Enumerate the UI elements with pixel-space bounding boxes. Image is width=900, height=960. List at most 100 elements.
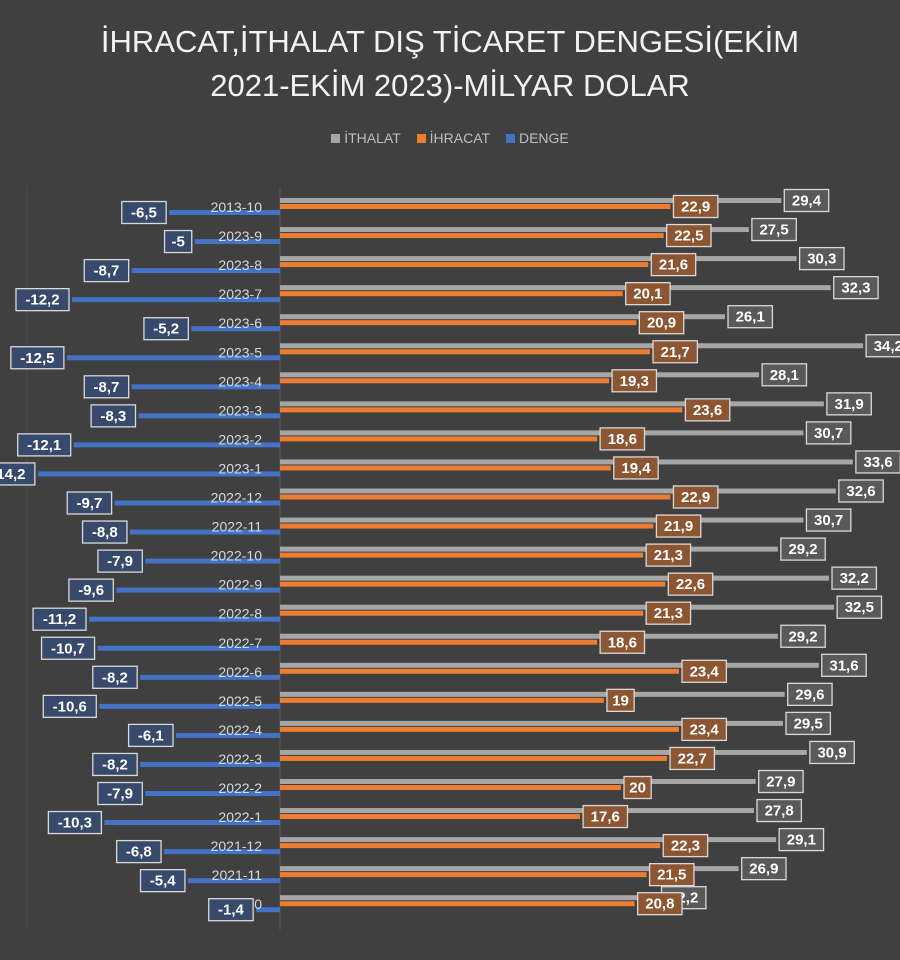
data-label-denge: -5: [163, 229, 193, 254]
bar-denge: [104, 820, 280, 826]
bar-ihracat: [280, 697, 604, 703]
data-label-ithalat: 28,1: [761, 363, 808, 387]
svg-text:21,3: 21,3: [654, 605, 683, 622]
data-label-ihracat: 22,3: [662, 833, 709, 858]
category-label: 2022-7: [218, 635, 262, 651]
svg-text:26,1: 26,1: [736, 309, 765, 326]
category-label: 2023-3: [218, 402, 262, 418]
data-label-denge: -8,7: [83, 258, 130, 283]
svg-text:22,9: 22,9: [681, 489, 710, 506]
svg-text:-11,2: -11,2: [43, 611, 76, 628]
data-label-ihracat: 23,4: [681, 717, 728, 742]
category-label: 2022-9: [218, 577, 262, 593]
data-label-denge: -5,4: [139, 869, 186, 893]
data-label-denge: -8,3: [90, 404, 137, 428]
data-label-denge: -8,2: [92, 752, 138, 777]
bar-denge: [191, 326, 280, 332]
bar-ihracat: [280, 523, 654, 529]
svg-text:-8,3: -8,3: [100, 408, 126, 425]
category-label: 2013-10: [211, 199, 263, 215]
data-label-ithalat: 29,2: [780, 624, 826, 648]
data-label-ihracat: 21,9: [655, 514, 702, 538]
data-label-ihracat: 18,6: [599, 630, 646, 654]
bar-ithalat: [280, 866, 739, 872]
data-label-ihracat: 22,9: [672, 485, 719, 509]
bar-denge: [116, 587, 280, 593]
bar-ithalat: [280, 575, 830, 581]
data-label-denge: -1,4: [208, 898, 254, 922]
bar-ihracat: [280, 610, 644, 616]
svg-text:33,6: 33,6: [863, 454, 892, 471]
svg-text:22,6: 22,6: [676, 576, 705, 593]
svg-text:18,6: 18,6: [608, 431, 637, 448]
bar-ithalat: [280, 459, 853, 465]
data-label-ithalat: 29,4: [783, 188, 830, 213]
svg-text:32,5: 32,5: [845, 599, 874, 616]
category-label: 2021-11: [212, 867, 263, 883]
data-label-denge: -6,5: [121, 200, 167, 225]
bar-ithalat: [280, 779, 756, 784]
category-label: 2022-4: [218, 722, 262, 738]
category-label: 2022-3: [218, 751, 262, 767]
data-label-ithalat: 30,3: [798, 246, 845, 271]
svg-text:29,2: 29,2: [788, 541, 817, 558]
svg-text:-10,3: -10,3: [58, 815, 92, 832]
bar-ihracat: [280, 872, 647, 878]
data-label-denge: -10,7: [40, 636, 96, 660]
data-label-ihracat: 22,9: [672, 194, 719, 219]
bar-ithalat: [280, 691, 785, 697]
svg-text:30,7: 30,7: [814, 425, 843, 442]
bar-ihracat: [280, 262, 649, 268]
bar-denge: [256, 907, 280, 913]
data-label-ihracat: 21,3: [645, 543, 692, 567]
svg-text:-8,2: -8,2: [102, 756, 128, 773]
svg-text:-6,1: -6,1: [138, 727, 164, 744]
bar-ihracat: [280, 901, 635, 907]
bar-ithalat: [280, 343, 864, 349]
data-label-ithalat: 27,9: [758, 769, 804, 794]
bar-ithalat: [280, 285, 831, 291]
svg-text:23,4: 23,4: [690, 721, 720, 738]
bar-ihracat: [280, 552, 644, 558]
svg-text:21,7: 21,7: [661, 344, 690, 361]
svg-text:31,6: 31,6: [829, 657, 858, 674]
svg-text:26,9: 26,9: [749, 861, 778, 878]
data-label-denge: -12,2: [15, 287, 70, 312]
legend-item-denge: DENGE: [505, 130, 569, 146]
data-label-ihracat: 21,3: [645, 601, 692, 625]
bar-denge: [164, 849, 280, 855]
data-label-denge: -7,9: [97, 549, 143, 573]
data-label-ithalat: 34,2: [865, 334, 900, 358]
bar-ithalat: [280, 837, 777, 843]
svg-text:27,9: 27,9: [766, 774, 795, 791]
svg-text:30,3: 30,3: [807, 251, 836, 268]
data-label-ihracat: 23,6: [684, 398, 731, 422]
svg-text:31,9: 31,9: [834, 396, 863, 413]
data-label-ithalat: 31,6: [821, 653, 867, 677]
svg-text:22,9: 22,9: [681, 199, 710, 216]
bar-denge: [97, 645, 280, 651]
data-label-denge: -9,7: [66, 491, 113, 515]
data-label-ihracat: 19: [606, 688, 635, 712]
legend-label-ithalat: İTHALAT: [344, 130, 401, 146]
svg-text:19: 19: [612, 692, 629, 709]
category-label: 2022-10: [211, 548, 263, 564]
data-label-ihracat: 21,7: [652, 340, 699, 364]
bar-denge: [140, 761, 280, 767]
svg-text:30,9: 30,9: [817, 744, 846, 761]
svg-text:32,2: 32,2: [840, 570, 869, 587]
data-label-denge: -12,1: [17, 433, 72, 457]
svg-text:19,4: 19,4: [621, 460, 651, 477]
svg-text:-10,6: -10,6: [53, 698, 87, 715]
data-label-ihracat: 20,8: [636, 892, 683, 916]
svg-text:-12,5: -12,5: [20, 350, 54, 367]
legend-label-ihracat: İHRACAT: [429, 130, 491, 146]
data-label-ihracat: 17,6: [582, 804, 629, 829]
data-label-ihracat: 22,7: [669, 746, 716, 771]
svg-text:20,8: 20,8: [645, 896, 674, 913]
svg-text:22,3: 22,3: [671, 838, 700, 855]
bar-ihracat: [280, 320, 637, 326]
bar-ihracat: [280, 843, 661, 849]
